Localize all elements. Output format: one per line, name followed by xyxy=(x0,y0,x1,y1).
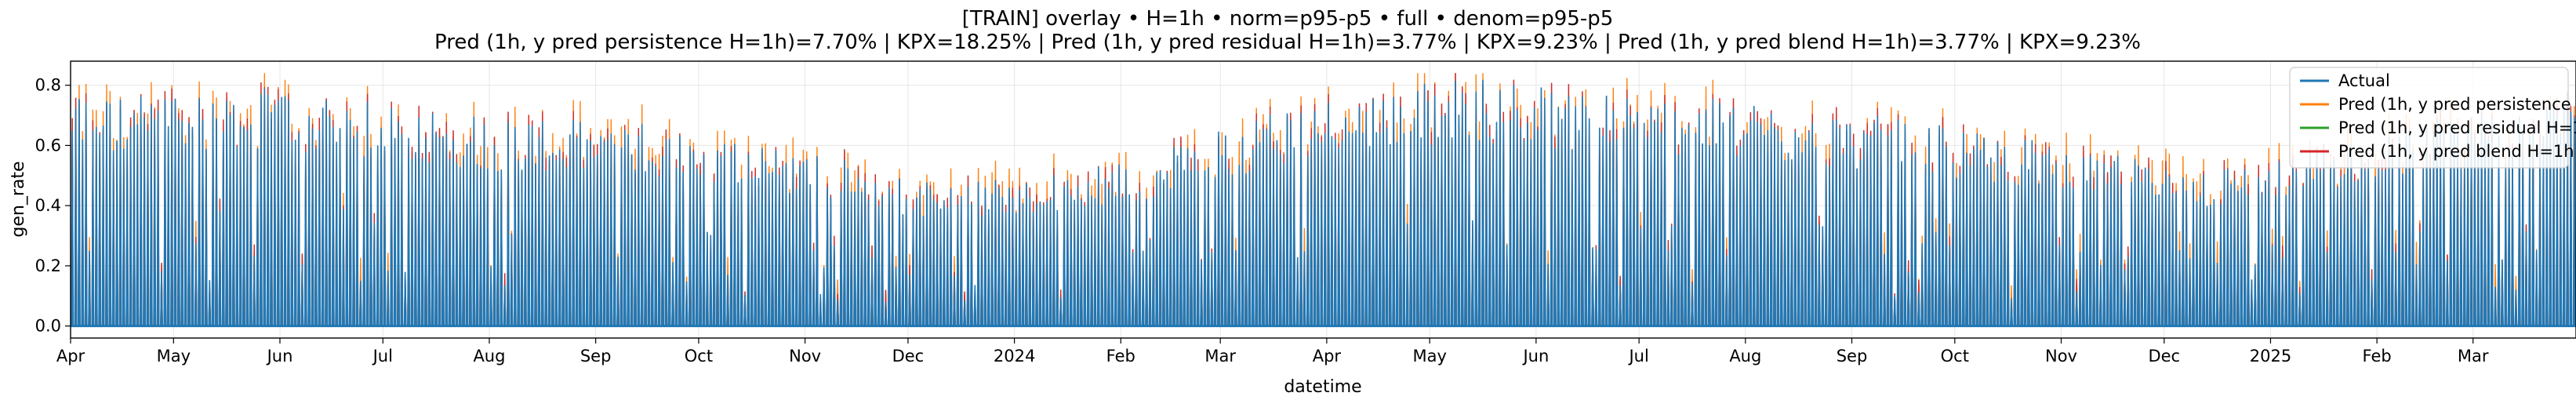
x-axis: Apr May Jun Jul Aug Sep Oct Nov Dec 2024 Feb Mar Apr… xyxy=(56,338,2489,365)
x-tick-label: Nov xyxy=(789,347,821,365)
y-tick-label: 0.2 xyxy=(35,256,61,275)
x-tick-label: Oct xyxy=(1941,347,1969,365)
legend: Actual Pred (1h, y pred persistence H=1h… xyxy=(2289,67,2576,169)
x-tick-label: 2024 xyxy=(994,347,1035,365)
x-tick-label: May xyxy=(157,347,191,365)
x-tick-label: Apr xyxy=(56,347,85,365)
chart-title: [TRAIN] overlay • H=1h • norm=p95-p5 • f… xyxy=(962,7,1614,31)
legend-label-blend: Pred (1h, y pred blend H=1h) xyxy=(2338,142,2576,161)
x-tick-label: May xyxy=(1412,347,1446,365)
x-tick-label: Sep xyxy=(580,347,612,365)
x-axis-label: datetime xyxy=(1284,377,1361,397)
legend-label-persistence: Pred (1h, y pred persistence H=1h) xyxy=(2338,95,2576,114)
plot-frame xyxy=(70,60,2576,339)
y-tick-label: 0.0 xyxy=(35,317,61,336)
series-layer xyxy=(71,73,2576,328)
series-line-actual xyxy=(71,79,2576,326)
x-tick-label: Jul xyxy=(372,347,393,365)
x-tick-label: Jun xyxy=(1521,347,1549,365)
legend-label-residual: Pred (1h, y pred residual H=1h) xyxy=(2338,118,2576,137)
x-tick-label: Dec xyxy=(892,347,925,365)
x-tick-label: Feb xyxy=(2363,347,2392,365)
plot-area: Apr May Jun Jul Aug Sep Oct Nov Dec 2024 Feb Mar Apr… xyxy=(35,60,2576,365)
y-tick-label: 0.4 xyxy=(35,196,61,215)
chart-subtitle: Pred (1h, y pred persistence H=1h)=7.70%… xyxy=(434,31,2141,54)
y-axis-label: gen_rate xyxy=(9,161,28,237)
x-tick-label: Aug xyxy=(473,347,505,365)
x-tick-label: Apr xyxy=(1313,347,1342,365)
x-tick-label: Nov xyxy=(2045,347,2077,365)
x-tick-label: Dec xyxy=(2148,347,2180,365)
legend-box xyxy=(2289,67,2569,169)
x-tick-label: Aug xyxy=(1729,347,1761,365)
x-tick-label: Sep xyxy=(1837,347,1868,365)
legend-label-actual: Actual xyxy=(2338,71,2390,90)
x-tick-label: Mar xyxy=(1204,347,1236,365)
x-tick-label: Jun xyxy=(266,347,293,365)
y-tick-label: 0.6 xyxy=(35,136,61,155)
x-tick-label: Oct xyxy=(685,347,713,365)
x-tick-label: Feb xyxy=(1106,347,1135,365)
x-tick-label: Mar xyxy=(2458,347,2489,365)
x-tick-label: Jul xyxy=(1627,347,1648,365)
y-axis: 0.0 0.2 0.4 0.6 0.8 xyxy=(35,76,71,336)
x-tick-label: 2025 xyxy=(2250,347,2291,365)
y-tick-label: 0.8 xyxy=(35,76,61,95)
